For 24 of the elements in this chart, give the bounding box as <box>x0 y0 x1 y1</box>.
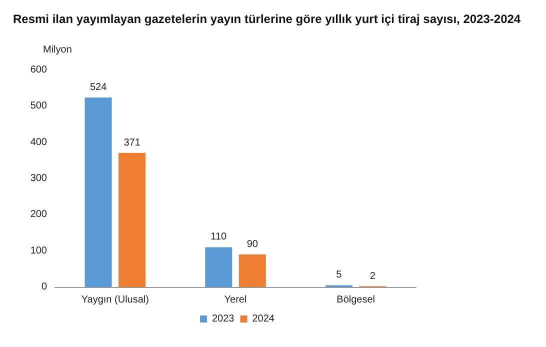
bar <box>205 247 232 287</box>
y-tick-label: 300 <box>30 173 48 184</box>
chart-title: Resmi ilan yayımlayan gazetelerin yayın türlerine göre yıllık yurt içi tiraj sayısı, 2023-2024 <box>13 12 521 26</box>
legend-label: 2024 <box>252 314 275 324</box>
y-tick-label: 0 <box>41 282 48 292</box>
data-label: 524 <box>90 82 108 93</box>
x-tick-label: Yerel <box>224 294 247 306</box>
x-tick-label: Yaygın (Ulusal) <box>81 294 149 306</box>
data-label: 5 <box>336 270 342 281</box>
y-tick-label: 100 <box>30 245 48 256</box>
y-tick-label: 600 <box>30 64 48 76</box>
bar <box>238 254 266 287</box>
legend-label: 2023 <box>212 314 235 324</box>
data-label: 110 <box>210 232 228 243</box>
bar <box>84 97 112 287</box>
y-tick-label: 500 <box>30 100 48 112</box>
y-tick-label: 400 <box>30 136 48 148</box>
bar <box>118 152 146 287</box>
data-label: 371 <box>124 137 141 148</box>
y-tick-label: 200 <box>30 209 48 220</box>
data-label: 2 <box>370 270 376 282</box>
y-axis-title: Milyon <box>43 44 72 56</box>
data-label: 90 <box>246 238 258 250</box>
x-tick-label: Bölgesel <box>336 294 376 306</box>
